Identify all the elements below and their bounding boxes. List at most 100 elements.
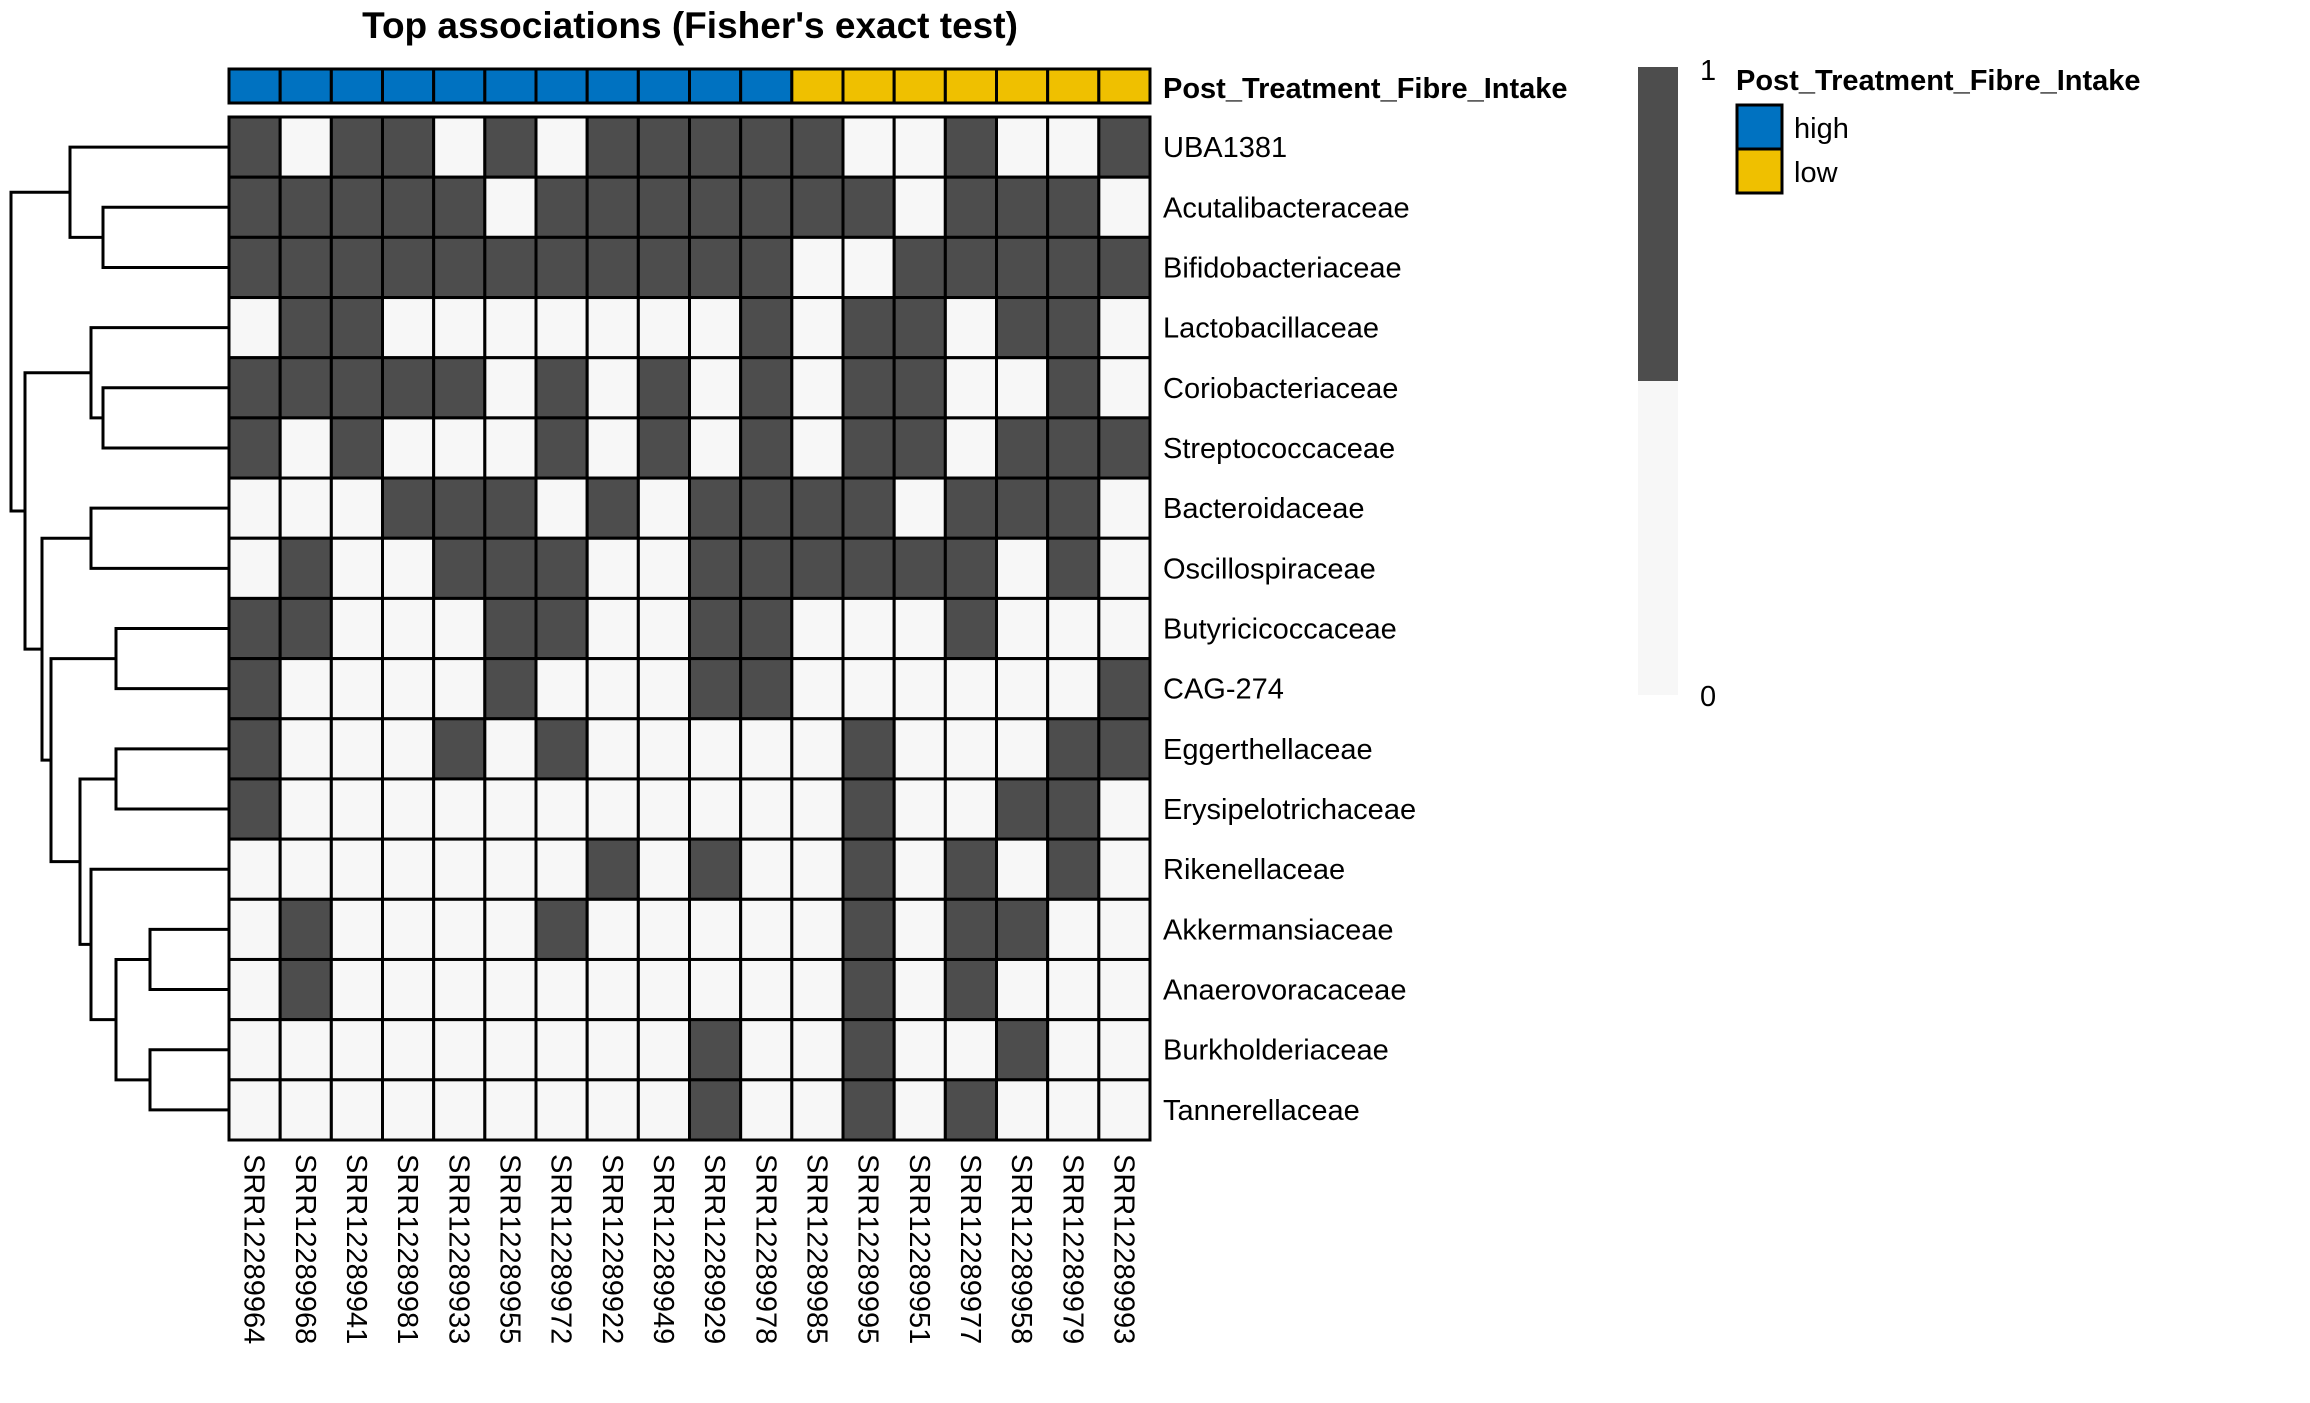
heatmap-cell: [381, 957, 436, 1022]
annotation-cell: [943, 67, 998, 105]
heatmap-cell: [278, 1078, 333, 1142]
heatmap-cell: [483, 1078, 538, 1142]
heatmap-cell: [1097, 356, 1152, 420]
heatmap-cell: [483, 717, 538, 781]
heatmap-cell: [585, 536, 640, 600]
heatmap-cell: [688, 536, 743, 600]
heatmap-cell: [329, 235, 385, 300]
heatmap-cell: [739, 175, 794, 239]
heatmap-cell: [381, 897, 436, 961]
heatmap-cell: [1046, 837, 1101, 901]
heatmap-cell: [790, 1018, 845, 1082]
heatmap-cell: [227, 416, 282, 480]
heatmap-cell: [636, 115, 691, 179]
heatmap-cell: [329, 416, 385, 480]
heatmap-cell: [636, 596, 691, 661]
heatmap-cell: [1097, 657, 1152, 721]
heatmap-cell: [432, 657, 487, 721]
row-label: Erysipelotrichaceae: [1163, 794, 1416, 826]
heatmap-cell: [1046, 416, 1101, 480]
heatmap-cell: [432, 416, 487, 480]
heatmap-cell: [636, 777, 691, 841]
heatmap-cell: [892, 115, 947, 179]
heatmap-cell: [329, 657, 385, 721]
heatmap-cell: [688, 356, 743, 420]
heatmap-cell: [381, 837, 436, 901]
row-label: Bacteroidaceae: [1163, 493, 1365, 525]
heatmap-cell: [534, 897, 589, 961]
heatmap-cell: [1046, 1018, 1101, 1082]
annotation-cell: [329, 67, 385, 105]
heatmap-cell: [943, 657, 998, 721]
heatmap-cell: [688, 416, 743, 480]
heatmap-cell: [329, 536, 385, 600]
heatmap-cell: [585, 175, 640, 239]
heatmap-cell: [943, 1078, 998, 1142]
heatmap-cell: [688, 476, 743, 540]
heatmap-cell: [892, 717, 947, 781]
heatmap-cell: [841, 476, 896, 540]
heatmap-cell: [278, 235, 333, 300]
column-label: SRR12289964: [238, 1154, 270, 1344]
heatmap-cell: [790, 717, 845, 781]
annotation-cell: [432, 67, 487, 105]
heatmap-cell: [227, 115, 282, 179]
heatmap-cell: [688, 115, 743, 179]
dendrogram-branch: [23, 371, 91, 651]
dendrogram-branch: [49, 657, 116, 864]
heatmap-cell: [995, 897, 1050, 961]
annotation-cell: [1097, 67, 1152, 105]
heatmap-cell: [943, 837, 998, 901]
heatmap-cell: [1097, 596, 1152, 661]
heatmap-cell: [739, 476, 794, 540]
heatmap-cell: [892, 897, 947, 961]
heatmap-cell: [841, 897, 896, 961]
heatmap-cell: [841, 115, 896, 179]
heatmap-cell: [432, 777, 487, 841]
heatmap-cell: [739, 1078, 794, 1142]
heatmap-cell: [841, 356, 896, 420]
heatmap-cell: [841, 837, 896, 901]
heatmap-cell: [943, 476, 998, 540]
heatmap-cell: [1046, 657, 1101, 721]
heatmap-cell: [483, 356, 538, 420]
heatmap-cell: [739, 837, 794, 901]
heatmap-cell: [1097, 536, 1152, 600]
heatmap-cell: [585, 296, 640, 360]
heatmap-cell: [790, 957, 845, 1022]
heatmap-cell: [534, 777, 589, 841]
heatmap-cell: [381, 235, 436, 300]
column-label: SRR12289958: [1005, 1154, 1037, 1344]
heatmap-cell: [1046, 356, 1101, 420]
heatmap-cell: [585, 356, 640, 420]
column-label: SRR12289995: [852, 1154, 884, 1344]
heatmap-cell: [381, 777, 436, 841]
annotation-legend: Post_Treatment_Fibre_Intake high low: [1735, 65, 2141, 195]
heatmap-cell: [995, 356, 1050, 420]
heatmap-cell: [278, 296, 333, 360]
heatmap-cell: [278, 777, 333, 841]
row-label: Coriobacteriaceae: [1163, 373, 1398, 405]
heatmap-cell: [841, 416, 896, 480]
heatmap-cell: [432, 957, 487, 1022]
heatmap-cell: [227, 596, 282, 661]
heatmap-cell: [329, 115, 385, 179]
heatmap-cell: [432, 1078, 487, 1142]
annotation-cell: [278, 67, 333, 105]
heatmap-cell: [688, 235, 743, 300]
heatmap-cell: [1046, 957, 1101, 1022]
annotation-cell: [790, 67, 845, 105]
heatmap-cell: [329, 356, 385, 420]
heatmap-cell: [534, 115, 589, 179]
heatmap-cell: [483, 416, 538, 480]
heatmap-cell: [585, 115, 640, 179]
dendrogram-branch: [114, 627, 229, 691]
heatmap-cell: [432, 596, 487, 661]
heatmap-cell: [995, 175, 1050, 239]
heatmap-cell: [585, 416, 640, 480]
heatmap-cell: [483, 175, 538, 239]
heatmap-cell: [585, 717, 640, 781]
heatmap-cell: [739, 897, 794, 961]
heatmap-cell: [892, 476, 947, 540]
heatmap-cell: [534, 596, 589, 661]
